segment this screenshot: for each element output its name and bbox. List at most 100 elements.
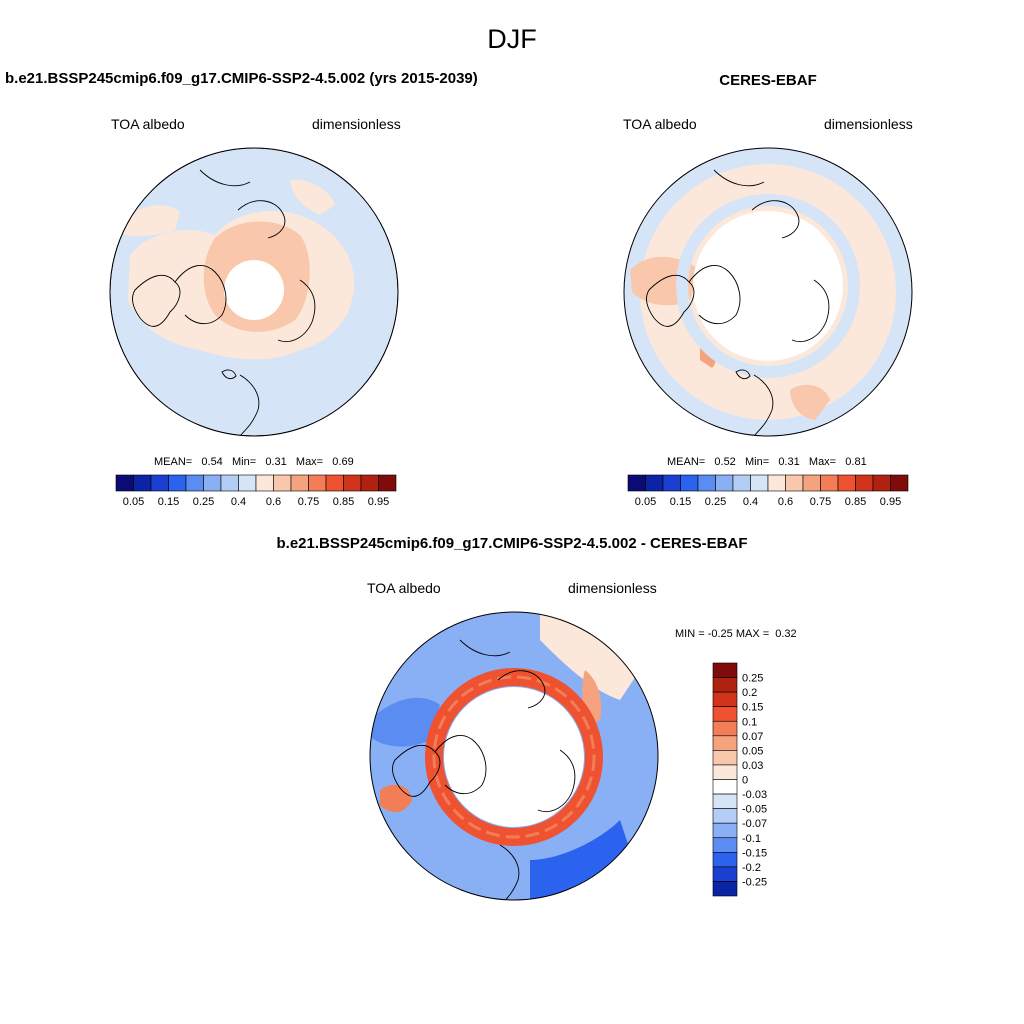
colorbar-box bbox=[715, 474, 734, 492]
colorbar-box bbox=[820, 474, 839, 492]
min-value: 0.31 bbox=[778, 456, 800, 468]
colorbar-box bbox=[680, 474, 699, 492]
max-label: Max= bbox=[295, 456, 324, 468]
min-label: Min= bbox=[744, 456, 770, 468]
colorbar-box bbox=[290, 474, 309, 492]
page-title: DJF bbox=[487, 24, 537, 54]
colorbar-tick-label: 0.05 bbox=[742, 745, 763, 757]
colorbar-box bbox=[150, 474, 169, 492]
panel-1-title: b.e21.BSSP245cmip6.f09_g17.CMIP6-SSP2-4.… bbox=[5, 70, 478, 87]
colorbar-tick-label: 0.85 bbox=[333, 496, 354, 508]
colorbar-box bbox=[712, 677, 738, 693]
colorbar-box bbox=[343, 474, 362, 492]
colorbar-box bbox=[712, 735, 738, 751]
panel-3-colorbar: 0.25 0.2 0.15 0.1 0.07 0.05 0.03 0 -0.03 -0.05 -0.… bbox=[712, 662, 767, 897]
mean-label: MEAN= bbox=[154, 456, 193, 468]
land-albedo-patch bbox=[290, 179, 335, 215]
colorbar-box bbox=[712, 706, 738, 722]
panel-2-map bbox=[624, 148, 912, 436]
colorbar-box bbox=[133, 474, 152, 492]
colorbar-box bbox=[855, 474, 874, 492]
colorbar-tick-label: 0.95 bbox=[880, 496, 901, 508]
colorbar-box bbox=[712, 764, 738, 780]
colorbar-box bbox=[255, 474, 274, 492]
colorbar-box bbox=[767, 474, 786, 492]
colorbar-box bbox=[712, 750, 738, 766]
colorbar-box bbox=[645, 474, 664, 492]
min-value: 0.31 bbox=[265, 456, 287, 468]
colorbar-tick-label: 0.95 bbox=[368, 496, 389, 508]
colorbar-box bbox=[238, 474, 257, 492]
colorbar-box bbox=[890, 474, 909, 492]
colorbar-box bbox=[712, 837, 738, 853]
colorbar-tick-label: 0.25 bbox=[193, 496, 214, 508]
panel-1-units-label: dimensionless bbox=[312, 116, 401, 132]
colorbar-box bbox=[115, 474, 134, 492]
colorbar-box bbox=[203, 474, 222, 492]
colorbar-box bbox=[712, 881, 738, 897]
colorbar-tick-label: 0.2 bbox=[742, 687, 757, 699]
colorbar-box bbox=[712, 852, 738, 868]
colorbar-box bbox=[750, 474, 769, 492]
colorbar-box bbox=[662, 474, 681, 492]
colorbar-tick-label: 0.15 bbox=[742, 702, 763, 714]
panel-1-stats: MEAN= 0.54 Min= 0.31 Max= 0.69 bbox=[154, 456, 354, 468]
polar-cap-missing bbox=[444, 687, 584, 827]
max-value: 0.69 bbox=[332, 456, 354, 468]
colorbar-tick-label: 0.75 bbox=[298, 496, 319, 508]
panel-2-colorbar: 0.05 0.15 0.25 0.4 0.6 0.75 0.85 0.95 bbox=[627, 474, 909, 508]
panel-2-variable-label: TOA albedo bbox=[623, 116, 697, 132]
negative-field bbox=[530, 820, 630, 900]
panel-3-units-label: dimensionless bbox=[568, 580, 657, 596]
colorbar-tick-label: -0.1 bbox=[742, 833, 761, 845]
colorbar-box bbox=[712, 691, 738, 707]
coastlines bbox=[392, 639, 576, 900]
colorbar-tick-label: -0.05 bbox=[742, 804, 767, 816]
ring-texture bbox=[432, 675, 596, 839]
mean-value: 0.52 bbox=[714, 456, 736, 468]
colorbar-box bbox=[308, 474, 327, 492]
land-albedo-patch bbox=[120, 205, 180, 237]
panel-2-border bbox=[623, 147, 913, 437]
colorbar-tick-label: 0.6 bbox=[266, 496, 281, 508]
mean-label: MEAN= bbox=[667, 456, 706, 468]
colorbar-tick-label: 0.15 bbox=[670, 496, 691, 508]
negative-field bbox=[370, 697, 440, 747]
colorbar-tick-label: 0.25 bbox=[705, 496, 726, 508]
colorbar-box bbox=[712, 779, 738, 795]
colorbar-tick-label: 0.4 bbox=[743, 496, 758, 508]
colorbar-box bbox=[732, 474, 751, 492]
colorbar-tick-label: 0.6 bbox=[778, 496, 793, 508]
colorbar-tick-label: 0.05 bbox=[123, 496, 144, 508]
max-value: 0.81 bbox=[845, 456, 867, 468]
colorbar-box bbox=[325, 474, 344, 492]
panel-1-variable-label: TOA albedo bbox=[111, 116, 185, 132]
colorbar-box bbox=[712, 720, 738, 737]
panel-2-title: CERES-EBAF bbox=[719, 72, 817, 89]
colorbar-tick-label: -0.07 bbox=[742, 818, 767, 830]
colorbar-box bbox=[802, 474, 821, 492]
colorbar-box bbox=[378, 474, 397, 492]
colorbar-tick-label: 0.4 bbox=[231, 496, 246, 508]
max-label: Max= bbox=[808, 456, 837, 468]
panel-3-map bbox=[370, 612, 658, 900]
polar-night-missing bbox=[693, 211, 843, 361]
mean-value: 0.54 bbox=[201, 456, 223, 468]
colorbar-box bbox=[712, 808, 738, 824]
colorbar-tick-label: 0.85 bbox=[845, 496, 866, 508]
colorbar-tick-label: 0.05 bbox=[635, 496, 656, 508]
colorbar-tick-label: 0.25 bbox=[742, 673, 763, 685]
colorbar-box bbox=[627, 474, 646, 492]
polar-cap-missing bbox=[224, 260, 284, 320]
colorbar-box bbox=[360, 474, 379, 492]
colorbar-box bbox=[712, 793, 738, 809]
colorbar-box bbox=[273, 474, 292, 492]
colorbar-tick-label: 0.1 bbox=[742, 716, 757, 728]
colorbar-tick-label: -0.03 bbox=[742, 789, 767, 801]
panel-1-colorbar: 0.05 0.15 0.25 0.4 0.6 0.75 0.85 0.95 bbox=[115, 474, 397, 508]
ring-band bbox=[676, 194, 860, 378]
colorbar-box bbox=[785, 474, 804, 492]
panel-3-stats: MIN = -0.25 MAX = 0.32 bbox=[675, 628, 797, 640]
colorbar-tick-label: -0.2 bbox=[742, 862, 761, 874]
